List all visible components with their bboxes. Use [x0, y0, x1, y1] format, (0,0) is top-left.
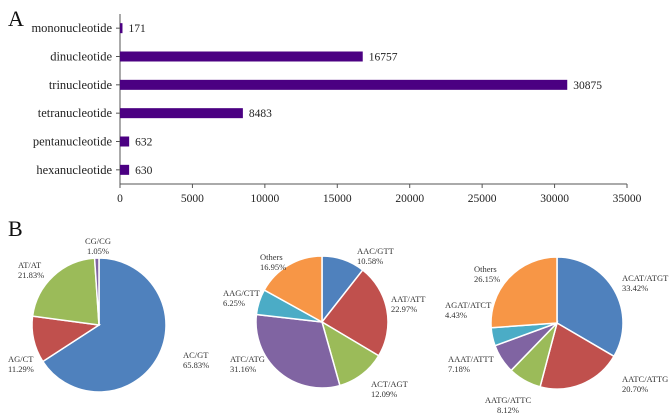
pie-slice: [490, 256, 558, 329]
pie-slice: [255, 313, 341, 389]
pie-slice: [263, 255, 323, 324]
slice-percent: 6.25%: [223, 298, 245, 308]
bar: [120, 108, 243, 119]
pie-slice: [539, 321, 616, 390]
pie-slice: [320, 268, 389, 357]
x-tick-label: 20000: [395, 193, 424, 205]
slice-label: ACT/AGT: [371, 379, 409, 389]
slice-percent: 11.29%: [8, 364, 34, 374]
category-label: dinucleotide: [50, 50, 112, 64]
slice-percent: 26.15%: [474, 274, 500, 284]
slice-percent: 12.09%: [371, 389, 397, 399]
slice-label: CG/CG: [85, 236, 111, 246]
slice-label: ACAT/ATGT: [622, 273, 669, 283]
slice-label: AC/GT: [183, 350, 209, 360]
data-label: 8483: [249, 108, 272, 120]
data-label: 171: [128, 23, 146, 35]
pie-slice: [93, 257, 100, 326]
slice-percent: 1.05%: [87, 246, 109, 256]
panel-label-a: A: [8, 6, 24, 31]
x-tick-label: 25000: [468, 193, 497, 205]
x-tick-label: 30000: [540, 193, 569, 205]
data-label: 632: [135, 137, 153, 149]
slice-label: AAAT/ATTT: [448, 354, 495, 364]
slice-label: AAT/ATT: [391, 294, 426, 304]
pie-slice: [31, 257, 100, 326]
slice-percent: 16.95%: [260, 262, 286, 272]
x-tick-label: 10000: [250, 193, 279, 205]
slice-label: Others: [474, 264, 497, 274]
slice-percent: 4.43%: [445, 310, 467, 320]
slice-label: AAG/CTT: [223, 288, 261, 298]
slice-percent: 33.42%: [622, 283, 648, 293]
slice-label: AATG/ATTC: [485, 395, 532, 405]
bar: [120, 23, 123, 34]
data-label: 16757: [369, 52, 398, 64]
bar: [120, 136, 130, 147]
slice-label: AAC/GTT: [357, 246, 395, 256]
slice-label: AATC/ATTG: [622, 374, 668, 384]
panel-label-b: B: [8, 216, 23, 241]
slice-percent: 7.18%: [448, 364, 470, 374]
bar: [120, 79, 568, 90]
slice-percent: 8.12%: [497, 405, 519, 415]
data-label: 630: [135, 165, 153, 177]
pie-slice: [41, 257, 167, 393]
slice-percent: 22.97%: [391, 304, 417, 314]
category-label: tetranucleotide: [38, 106, 113, 120]
x-tick-label: 35000: [613, 193, 642, 205]
category-label: mononucleotide: [31, 21, 112, 35]
data-label: 30875: [573, 80, 602, 92]
pie-slice: [556, 256, 624, 358]
slice-label: Others: [260, 252, 283, 262]
slice-label: AG/CT: [8, 354, 34, 364]
bar: [120, 51, 363, 62]
bar: [120, 164, 130, 175]
category-label: pentanucleotide: [33, 135, 113, 149]
x-tick-label: 15000: [323, 193, 352, 205]
slice-percent: 65.83%: [183, 360, 209, 370]
slice-percent: 31.16%: [230, 364, 256, 374]
slice-label: AGAT/ATCT: [445, 300, 492, 310]
slice-label: ATC/ATG: [230, 354, 265, 364]
category-label: hexanucleotide: [36, 163, 112, 177]
x-tick-label: 0: [117, 193, 123, 205]
slice-percent: 21.83%: [18, 270, 44, 280]
slice-percent: 20.70%: [622, 384, 648, 394]
bar-chart: mononucleotide 171 dinucleotide 16757 trinuc…: [31, 14, 642, 205]
category-label: trinucleotide: [49, 78, 113, 92]
slice-label: AT/AT: [18, 260, 42, 270]
x-tick-label: 5000: [181, 193, 204, 205]
slice-percent: 10.58%: [357, 256, 383, 266]
